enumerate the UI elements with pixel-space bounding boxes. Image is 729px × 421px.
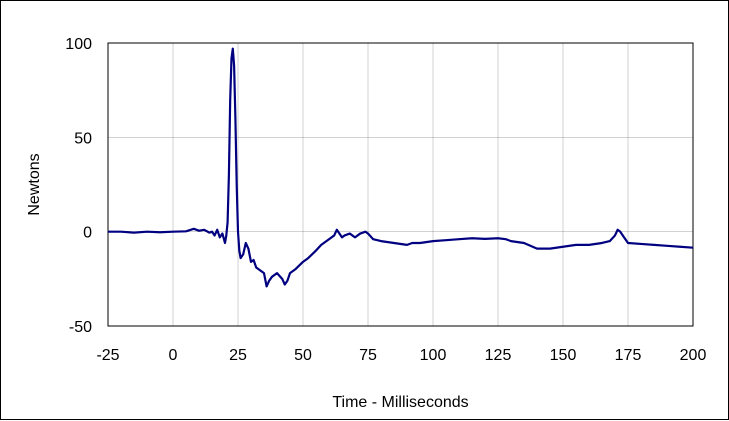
x-tick-label: 100 <box>420 347 447 364</box>
x-tick-label: 150 <box>550 347 577 364</box>
y-tick-label: 50 <box>74 130 92 147</box>
x-tick-label: 125 <box>485 347 512 364</box>
x-tick-labels: -25 0 25 50 75 100 125 150 175 200 <box>96 347 706 364</box>
x-tick-label: 200 <box>680 347 707 364</box>
plot-area <box>107 42 694 327</box>
y-axis-label: Newtons <box>26 153 43 215</box>
y-tick-labels: -50 0 50 100 <box>65 36 92 336</box>
x-tick-label: 175 <box>615 347 642 364</box>
series-layer <box>108 47 694 288</box>
y-tick-label: 0 <box>83 225 92 242</box>
x-tick-label: 0 <box>169 347 178 364</box>
x-tick-label: 50 <box>294 347 312 364</box>
x-tick-label: 75 <box>359 347 377 364</box>
grid-lines <box>107 42 694 327</box>
x-axis-label: Time - Milliseconds <box>332 394 468 411</box>
y-tick-label: 100 <box>65 36 92 53</box>
x-tick-label: -25 <box>96 347 119 364</box>
force-series-line <box>108 47 694 288</box>
y-tick-label: -50 <box>69 319 92 336</box>
x-tick-label: 25 <box>229 347 247 364</box>
